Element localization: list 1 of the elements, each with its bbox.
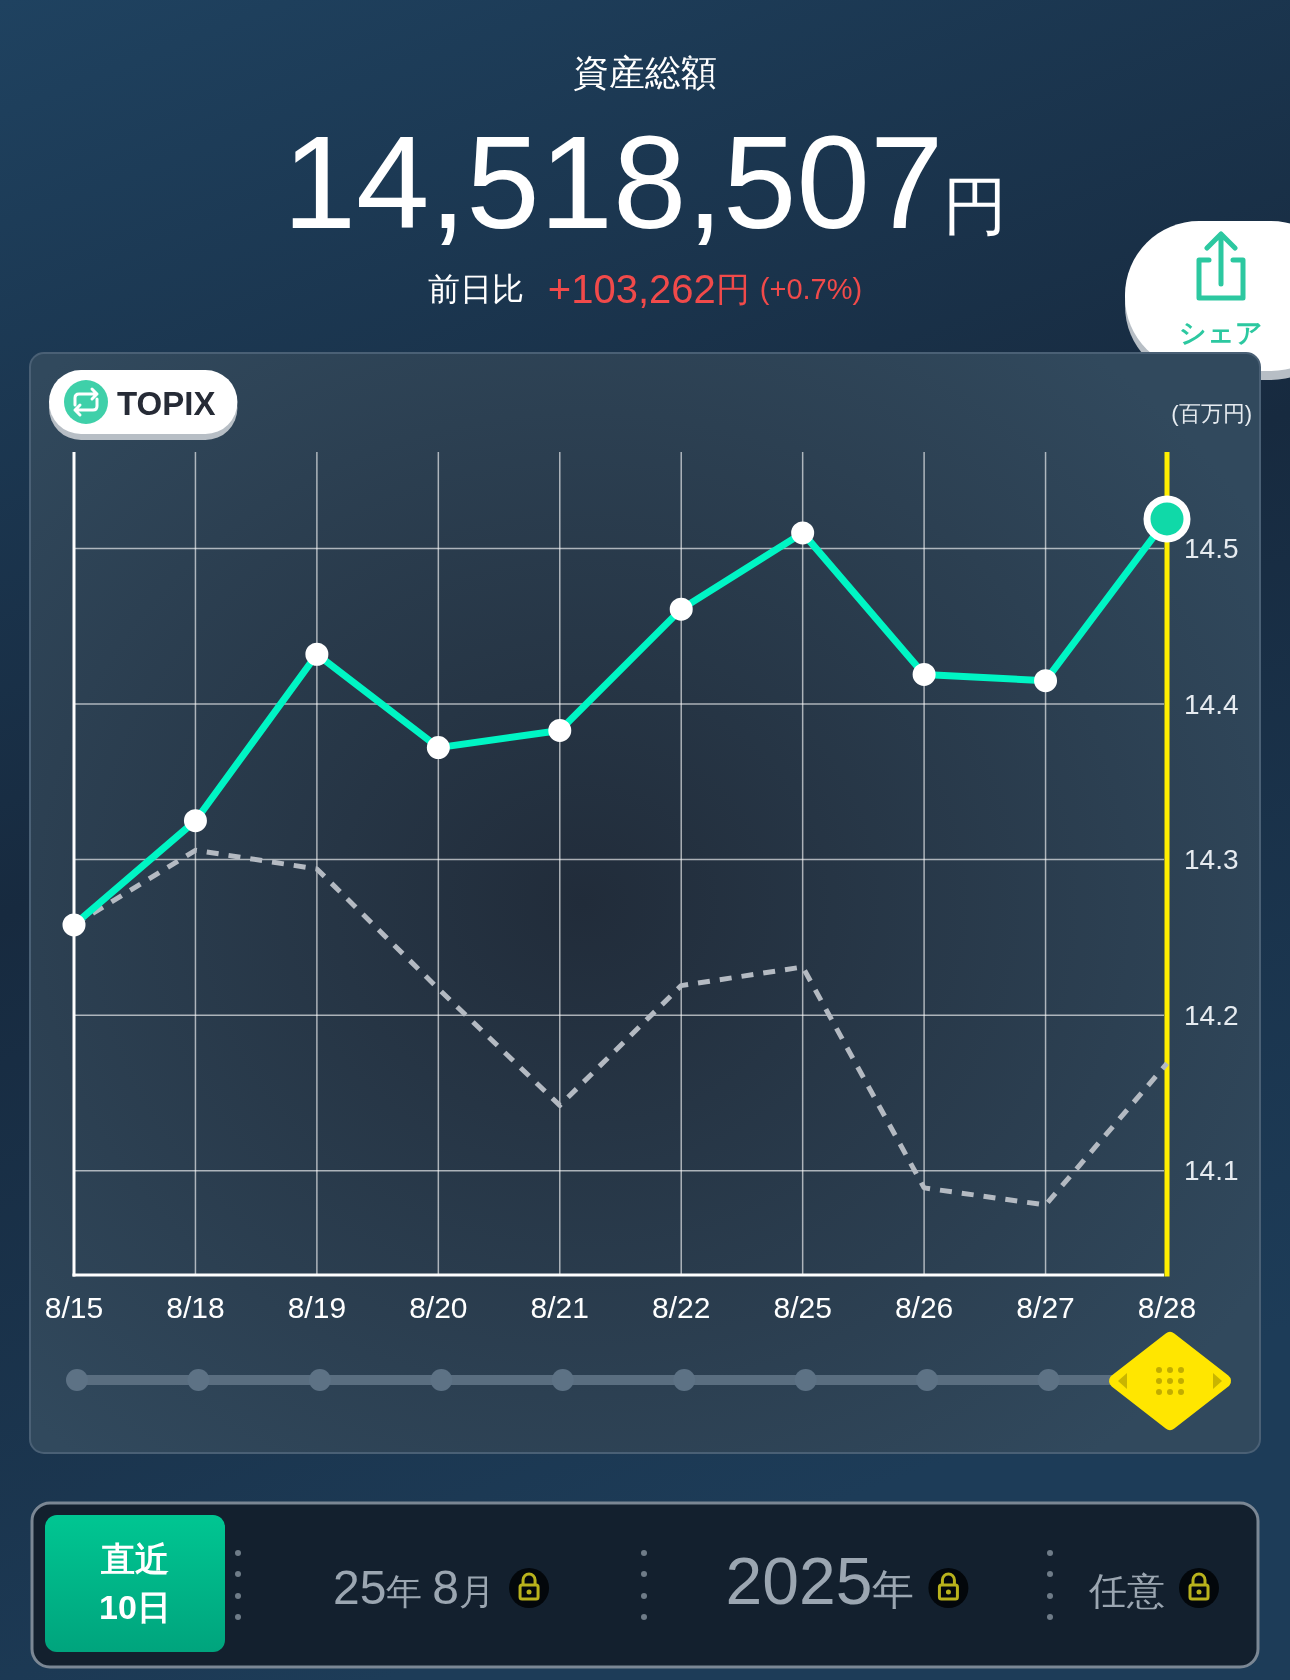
title: 資産総額 [573, 51, 717, 93]
